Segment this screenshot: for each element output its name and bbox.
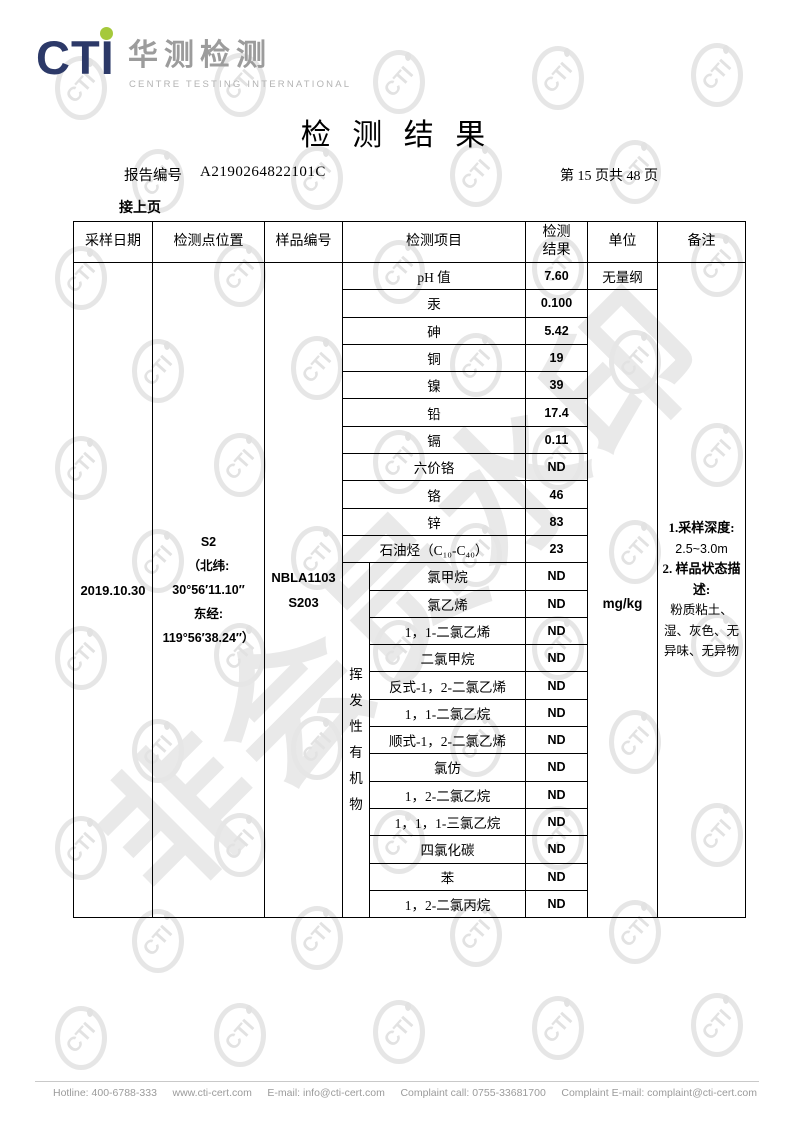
test-item-cell: 四氯化碳 — [369, 835, 526, 864]
brand-subtitle: CENTRE TESTING INTERNATIONAL — [129, 79, 352, 90]
test-item-cell: 1，1-二氯乙烷 — [369, 698, 526, 728]
test-result-cell: 17.4 — [525, 398, 588, 427]
sample-date-cell: 2019.10.30 — [73, 261, 153, 919]
brand-chinese-name: 华测检测 — [128, 39, 272, 72]
footer-contact-item: Hotline: 400-6788-333 — [53, 1087, 157, 1099]
test-item-cell: 氯甲烷 — [369, 562, 526, 591]
test-result-cell: ND — [525, 835, 588, 864]
test-result-cell: ND — [525, 807, 588, 837]
location-cell: S2 （北纬: 30°56′11.10″ 东经: 119°56′38.24″） — [152, 261, 265, 919]
footer-contact-item: Complaint E-mail: complaint@cti-cert.com — [561, 1087, 757, 1099]
footer-contact-item: E-mail: info@cti-cert.com — [267, 1087, 385, 1099]
test-item-cell: 顺式-1，2-二氯乙烯 — [369, 726, 526, 755]
test-result-cell: ND — [525, 862, 588, 891]
test-result-cell: ND — [525, 753, 588, 782]
test-result-cell: ND — [525, 589, 588, 618]
test-item-cell: 铅 — [342, 398, 526, 427]
test-item-cell: 锌 — [342, 507, 526, 536]
table-row: 砷 5.42 — [74, 316, 746, 345]
results-table: 采样日期 检测点位置 样品编号 检测项目 检测 结果 单位 备注 2019.10… — [73, 221, 746, 919]
page-indicator: 第 15 页共 48 页 — [560, 169, 658, 184]
test-result-cell: 7.60 — [525, 261, 588, 291]
test-result-cell: ND — [525, 671, 588, 700]
test-item-cell: 六价铬 — [342, 453, 526, 482]
table-row: 2019.10.30 S2 （北纬: 30°56′11.10″ 东经: 119°56′38… — [73, 261, 746, 919]
test-item-cell: 氯乙烯 — [369, 589, 526, 618]
test-item-cell: 二氯甲烷 — [369, 644, 526, 673]
test-result-cell: ND — [525, 453, 588, 482]
voc-group-label: 挥发性有机物 — [342, 562, 370, 919]
test-result-cell: 83 — [525, 507, 588, 536]
table-header-row: 采样日期 检测点位置 样品编号 检测项目 检测 结果 单位 备注 — [73, 221, 746, 263]
unit-cell-mgkg: mg/kg — [587, 289, 658, 919]
table-row: 1，2-二氯乙烷 ND — [74, 780, 746, 809]
header-location: 检测点位置 — [152, 221, 265, 263]
test-result-cell: 5.42 — [525, 316, 588, 345]
sample-no-cell: NBLA1103 S203 — [264, 261, 343, 919]
test-item-cell: 1，2-二氯丙烷 — [369, 889, 526, 919]
test-result-cell: ND — [525, 698, 588, 728]
table-row: 镉 0.11 — [74, 425, 746, 455]
page-title: 检 测 结 果 — [300, 119, 493, 152]
table-row: 铬 46 — [74, 480, 746, 509]
test-item-cell: 1，1，1-三氯乙烷 — [369, 807, 526, 837]
table-row: 铅 17.4 — [74, 398, 746, 427]
header-test-result: 检测 结果 — [525, 221, 588, 263]
cti-logo-green-dot-icon — [100, 27, 113, 40]
test-result-cell: 39 — [525, 371, 588, 400]
table-row: 铜 19 — [74, 343, 746, 373]
test-result-cell: 0.11 — [525, 425, 588, 455]
test-item-cell: 1，1-二氯乙烯 — [369, 616, 526, 646]
test-item-cell: pH 值 — [342, 261, 526, 291]
report-number-label: 报告编号 — [124, 168, 182, 184]
test-result-cell: 0.100 — [525, 289, 588, 318]
remark-cell: 1.采样深度: 2.5~3.0m 2. 样品状态描述: 粉质粘土、湿、灰色、无异味、无… — [657, 261, 746, 919]
header-sample-no: 样品编号 — [264, 221, 343, 263]
cti-logo: CTI — [36, 31, 115, 84]
test-result-cell: ND — [525, 562, 588, 591]
footer-divider — [35, 1081, 759, 1082]
header-remark: 备注 — [657, 221, 746, 263]
test-result-cell: ND — [525, 616, 588, 646]
report-number-value: A2190264822101C — [200, 164, 326, 180]
table-row: 汞 0.100 mg/kg — [74, 289, 746, 919]
test-item-cell: 铜 — [342, 343, 526, 373]
test-item-cell: 苯 — [369, 862, 526, 891]
table-row: 反式-1，2-二氯乙烯 ND — [74, 671, 746, 700]
table-row: 石油烃（C₁₀-C₄₀） 23 — [74, 534, 746, 564]
header-unit: 单位 — [587, 221, 658, 263]
test-item-cell: 反式-1，2-二氯乙烯 — [369, 671, 526, 700]
test-result-cell: 23 — [525, 534, 588, 564]
test-result-cell: 19 — [525, 343, 588, 373]
test-result-cell: 46 — [525, 480, 588, 509]
header-test-item: 检测项目 — [342, 221, 526, 263]
test-item-cell: 汞 — [342, 289, 526, 318]
test-result-cell: ND — [525, 889, 588, 919]
continued-from-previous-label: 接上页 — [119, 201, 161, 216]
test-item-cell: 铬 — [342, 480, 526, 509]
footer-contact-bar: Hotline: 400-6788-333 www.cti-cert.com E-m… — [53, 1087, 757, 1099]
header-sampling-date: 采样日期 — [73, 221, 153, 263]
table-row: 氯乙烯 ND — [74, 589, 746, 618]
test-result-cell: ND — [525, 726, 588, 755]
test-result-cell: ND — [525, 644, 588, 673]
test-result-cell: ND — [525, 780, 588, 809]
test-item-cell: 镍 — [342, 371, 526, 400]
test-item-cell: 石油烃（C₁₀-C₄₀） — [342, 534, 526, 564]
unit-cell-ph: 无量纲 — [587, 261, 658, 291]
footer-contact-item: www.cti-cert.com — [172, 1087, 252, 1099]
test-item-cell: 砷 — [342, 316, 526, 345]
test-item-cell: 镉 — [342, 425, 526, 455]
footer-contact-item: Complaint call: 0755-33681700 — [400, 1087, 546, 1099]
table-body: 2019.10.30 S2 （北纬: 30°56′11.10″ 东经: 119°56′38… — [73, 261, 746, 919]
test-item-cell: 氯仿 — [369, 753, 526, 782]
test-item-cell: 1，2-二氯乙烷 — [369, 780, 526, 809]
